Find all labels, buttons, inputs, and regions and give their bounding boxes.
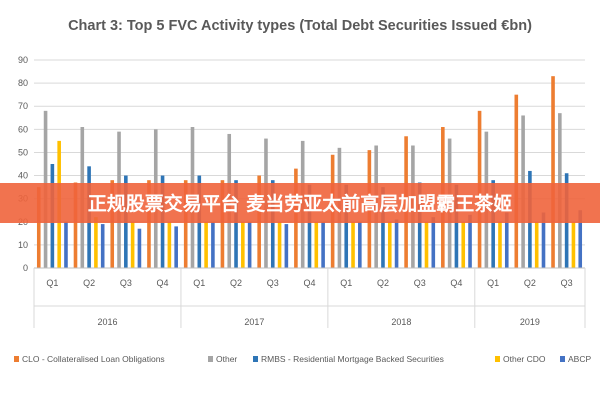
bar xyxy=(387,221,392,268)
x-tick-label: Q2 xyxy=(230,278,242,288)
bar xyxy=(514,94,519,269)
bar xyxy=(534,221,539,268)
bar xyxy=(321,221,325,268)
x-tick-label: Q4 xyxy=(450,278,462,288)
bar xyxy=(491,180,495,268)
legend-swatch xyxy=(208,356,213,362)
bar xyxy=(358,221,362,268)
bars xyxy=(36,76,583,269)
y-tick-label: 40 xyxy=(18,171,28,181)
x-group-label: 2019 xyxy=(520,317,540,327)
legend-label: CLO - Collateralised Loan Obligations xyxy=(22,354,165,364)
bar xyxy=(130,221,135,268)
bar xyxy=(498,221,502,268)
x-group-label: 2016 xyxy=(97,317,117,327)
x-tick-label: Q4 xyxy=(303,278,315,288)
bar xyxy=(241,221,245,268)
bar xyxy=(314,221,319,268)
bar xyxy=(183,180,188,268)
y-axis: 0102030405060708090 xyxy=(18,55,28,273)
legend: CLO - Collateralised Loan Obligations Oth… xyxy=(14,354,591,364)
bar xyxy=(461,221,466,268)
bar xyxy=(36,187,41,268)
bar xyxy=(381,187,385,268)
x-tick-label: Q3 xyxy=(267,278,279,288)
bar xyxy=(73,182,78,268)
bar xyxy=(100,224,105,268)
y-tick-label: 50 xyxy=(18,147,28,157)
chart-title: Chart 3: Top 5 FVC Activity types (Total… xyxy=(68,18,532,34)
y-tick-label: 10 xyxy=(18,240,28,250)
legend-label: RMBS - Residential Mortgage Backed Secur… xyxy=(261,354,444,364)
legend-label: Other xyxy=(216,354,237,364)
bar xyxy=(394,219,399,268)
y-tick-label: 80 xyxy=(18,78,28,88)
x-tick-label: Q2 xyxy=(83,278,95,288)
x-tick-label: Q1 xyxy=(46,278,58,288)
overlay-banner-background xyxy=(0,183,600,223)
bar xyxy=(541,212,546,268)
overlay-banner: 正规股票交易平台 麦当劳亚太前高层加盟霸王茶姬 xyxy=(0,183,600,223)
bar xyxy=(64,221,68,268)
bar xyxy=(110,180,115,268)
legend-swatch xyxy=(495,356,500,362)
x-tick-label: Q1 xyxy=(340,278,352,288)
x-tick-label: Q1 xyxy=(487,278,499,288)
bar xyxy=(417,182,422,268)
bar xyxy=(137,228,142,268)
bar xyxy=(167,221,172,268)
y-tick-label: 0 xyxy=(23,263,28,273)
bar xyxy=(424,221,429,268)
bar xyxy=(94,217,98,268)
x-group-label: 2018 xyxy=(391,317,411,327)
x-tick-label: Q1 xyxy=(193,278,205,288)
bar xyxy=(277,221,282,268)
y-tick-label: 60 xyxy=(18,124,28,134)
overlay-banner-text: 正规股票交易平台 麦当劳亚太前高层加盟霸王茶姬 xyxy=(88,192,513,215)
y-tick-label: 90 xyxy=(18,55,28,65)
bar xyxy=(578,210,583,268)
x-tick-label: Q2 xyxy=(377,278,389,288)
legend-swatch xyxy=(560,356,565,362)
legend-swatch xyxy=(253,356,258,362)
x-tick-label: Q4 xyxy=(157,278,169,288)
bar xyxy=(504,212,509,268)
bar xyxy=(307,184,312,268)
x-group-label: 2017 xyxy=(244,317,264,327)
x-tick-label: Q3 xyxy=(120,278,132,288)
bar xyxy=(211,221,215,268)
bar xyxy=(247,221,252,268)
legend-label: Other CDO xyxy=(503,354,546,364)
legend-swatch xyxy=(14,356,19,362)
y-tick-label: 70 xyxy=(18,101,28,111)
bar xyxy=(270,180,275,268)
bar xyxy=(204,221,208,268)
bar xyxy=(431,217,436,268)
x-tick-label: Q2 xyxy=(524,278,536,288)
bar xyxy=(147,180,151,268)
x-tick-label: Q3 xyxy=(414,278,426,288)
bar xyxy=(571,221,576,268)
bar xyxy=(344,184,349,268)
bar xyxy=(468,214,472,268)
legend-label: ABCP xyxy=(568,354,591,364)
bar xyxy=(351,221,355,268)
bar xyxy=(234,180,238,268)
bar xyxy=(174,226,178,268)
x-axis: Q1 Q2 Q3 Q4 Q1 Q2 Q3 Q4 Q1 Q2 Q3 Q4 Q1 Q2 Q3 2016 2017 20… xyxy=(33,267,586,328)
bar xyxy=(551,76,555,268)
bar xyxy=(454,184,459,268)
bar xyxy=(284,224,289,268)
bar xyxy=(220,180,225,268)
x-tick-label: Q3 xyxy=(561,278,573,288)
